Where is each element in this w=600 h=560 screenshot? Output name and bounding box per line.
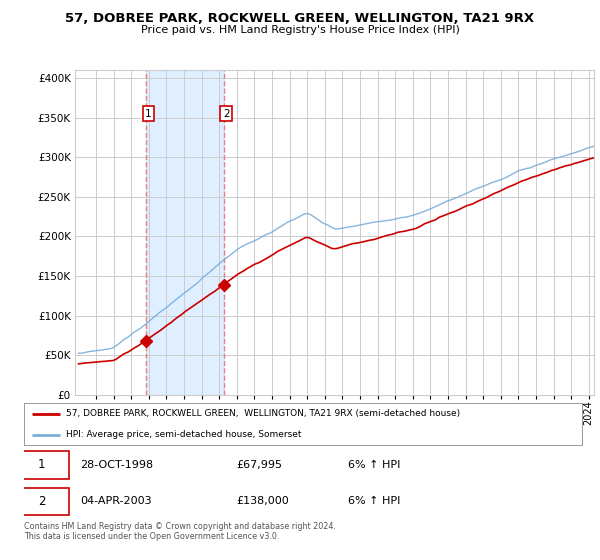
FancyBboxPatch shape — [16, 488, 68, 515]
Text: 1: 1 — [38, 458, 46, 472]
Text: HPI: Average price, semi-detached house, Somerset: HPI: Average price, semi-detached house,… — [66, 430, 301, 439]
Text: 2: 2 — [38, 494, 46, 508]
Text: Price paid vs. HM Land Registry's House Price Index (HPI): Price paid vs. HM Land Registry's House … — [140, 25, 460, 35]
Text: Contains HM Land Registry data © Crown copyright and database right 2024.
This d: Contains HM Land Registry data © Crown c… — [24, 522, 336, 542]
Text: £138,000: £138,000 — [236, 496, 289, 506]
Text: 1: 1 — [145, 109, 152, 119]
Text: 6% ↑ HPI: 6% ↑ HPI — [347, 460, 400, 470]
Text: 6% ↑ HPI: 6% ↑ HPI — [347, 496, 400, 506]
Text: 28-OCT-1998: 28-OCT-1998 — [80, 460, 153, 470]
Text: 04-APR-2003: 04-APR-2003 — [80, 496, 151, 506]
Text: 57, DOBREE PARK, ROCKWELL GREEN, WELLINGTON, TA21 9RX: 57, DOBREE PARK, ROCKWELL GREEN, WELLING… — [65, 12, 535, 25]
Text: 2: 2 — [223, 109, 230, 119]
Text: 57, DOBREE PARK, ROCKWELL GREEN,  WELLINGTON, TA21 9RX (semi-detached house): 57, DOBREE PARK, ROCKWELL GREEN, WELLING… — [66, 409, 460, 418]
Text: £67,995: £67,995 — [236, 460, 282, 470]
FancyBboxPatch shape — [16, 451, 68, 479]
Bar — [146, 70, 224, 395]
